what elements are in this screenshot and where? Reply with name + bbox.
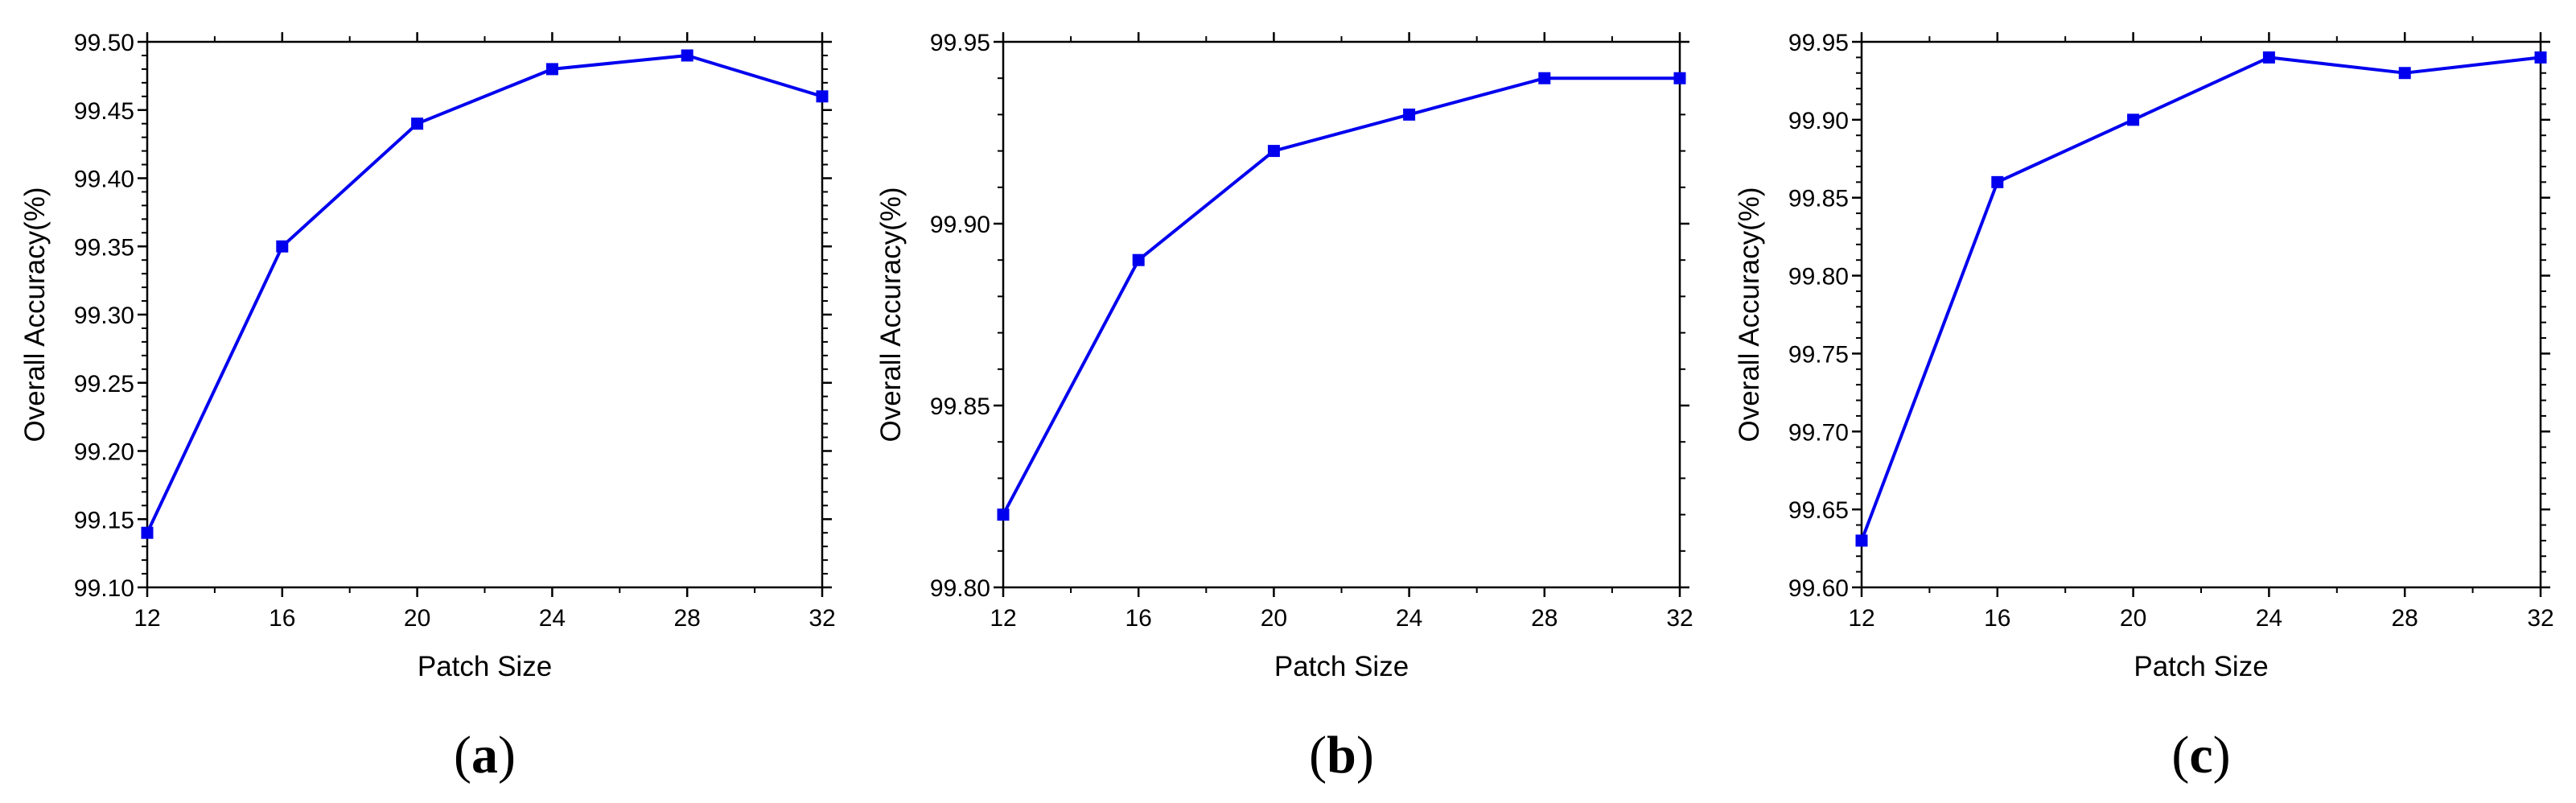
panel-label: (c) (2171, 726, 2230, 784)
x-axis-title: Patch Size (418, 651, 552, 682)
y-tick-label: 99.80 (930, 575, 990, 602)
x-tick-label: 32 (809, 605, 835, 632)
x-tick-label: 28 (674, 605, 701, 632)
x-tick-label: 20 (404, 605, 430, 632)
series-line (1002, 76, 1680, 516)
x-tick-label: 16 (1125, 605, 1152, 632)
data-point (141, 526, 154, 539)
x-tick-label: 24 (2256, 605, 2282, 632)
y-tick-label: 99.25 (74, 371, 134, 397)
x-tick-label: 20 (2120, 605, 2146, 632)
chart-panel-c: 12 16 20 24 28 32 99.60 99.65 99.70 99.75 99.80 99.… (1734, 30, 2554, 784)
data-point (1991, 175, 2004, 188)
y-tick-label: 99.40 (74, 167, 134, 193)
y-tick-label: 99.65 (1788, 497, 1849, 524)
x-tick-label: 32 (2527, 605, 2553, 632)
data-point (997, 509, 1010, 521)
plot-frame (1002, 40, 1681, 589)
plot-frame (1860, 40, 2542, 589)
panel-label: (a) (454, 726, 516, 784)
series-line (146, 54, 823, 534)
data-point (276, 240, 289, 253)
data-point (545, 63, 558, 76)
y-tick-label: 99.15 (74, 507, 134, 533)
x-tick-label: 16 (269, 605, 295, 632)
data-point (2398, 67, 2411, 80)
data-point (1673, 72, 1686, 84)
y-tick-label: 99.70 (1788, 419, 1849, 446)
data-point (1267, 145, 1280, 158)
data-point (1403, 108, 1416, 121)
y-axis-title: Overall Accuracy(%) (1734, 187, 1765, 442)
y-tick-label: 99.80 (1788, 264, 1849, 290)
data-point (1855, 534, 1868, 547)
data-point (2262, 51, 2275, 64)
x-tick-label: 12 (1848, 605, 1874, 632)
data-point (816, 90, 829, 103)
y-tick-label: 99.45 (74, 98, 134, 125)
y-tick-label: 99.20 (74, 439, 134, 466)
x-tick-label: 32 (1666, 605, 1693, 632)
data-point (2127, 113, 2140, 126)
data-point (1132, 253, 1145, 266)
panel-label: (b) (1309, 726, 1374, 784)
y-tick-label: 99.10 (74, 575, 134, 602)
data-point (681, 49, 693, 62)
chart-panel-b: 12 16 20 24 28 32 99.80 99.85 99.90 99.95 Patch Si… (875, 30, 1693, 784)
x-tick-label: 28 (1531, 605, 1558, 632)
y-tick-label: 99.95 (1788, 30, 1849, 56)
y-axis-title: Overall Accuracy(%) (19, 187, 51, 442)
data-point (1538, 72, 1551, 84)
x-tick-label: 12 (134, 605, 160, 632)
x-axis-title: Patch Size (2134, 651, 2268, 682)
y-tick-label: 99.95 (930, 30, 990, 56)
x-tick-label: 16 (1984, 605, 2010, 632)
y-tick-label: 99.85 (930, 393, 990, 420)
series-line (1860, 56, 2541, 542)
y-tick-label: 99.90 (1788, 108, 1849, 134)
y-tick-label: 99.35 (74, 234, 134, 261)
y-tick-label: 99.90 (930, 212, 990, 238)
data-point (411, 117, 424, 130)
chart-panel-a: 12 16 20 24 28 32 99.10 99.15 99.20 99.25 99.30 99.… (19, 30, 836, 784)
y-tick-label: 99.75 (1788, 341, 1849, 368)
x-tick-label: 12 (990, 605, 1016, 632)
x-tick-label: 28 (2392, 605, 2418, 632)
y-tick-label: 99.85 (1788, 186, 1849, 212)
y-tick-label: 99.50 (74, 30, 134, 56)
x-axis-title: Patch Size (1274, 651, 1409, 682)
data-point (2534, 51, 2547, 64)
y-tick-label: 99.30 (74, 303, 134, 329)
x-tick-label: 24 (539, 605, 566, 632)
x-tick-label: 24 (1396, 605, 1422, 632)
x-tick-label: 20 (1261, 605, 1287, 632)
y-axis-title: Overall Accuracy(%) (875, 187, 907, 442)
y-tick-label: 99.60 (1788, 575, 1849, 602)
